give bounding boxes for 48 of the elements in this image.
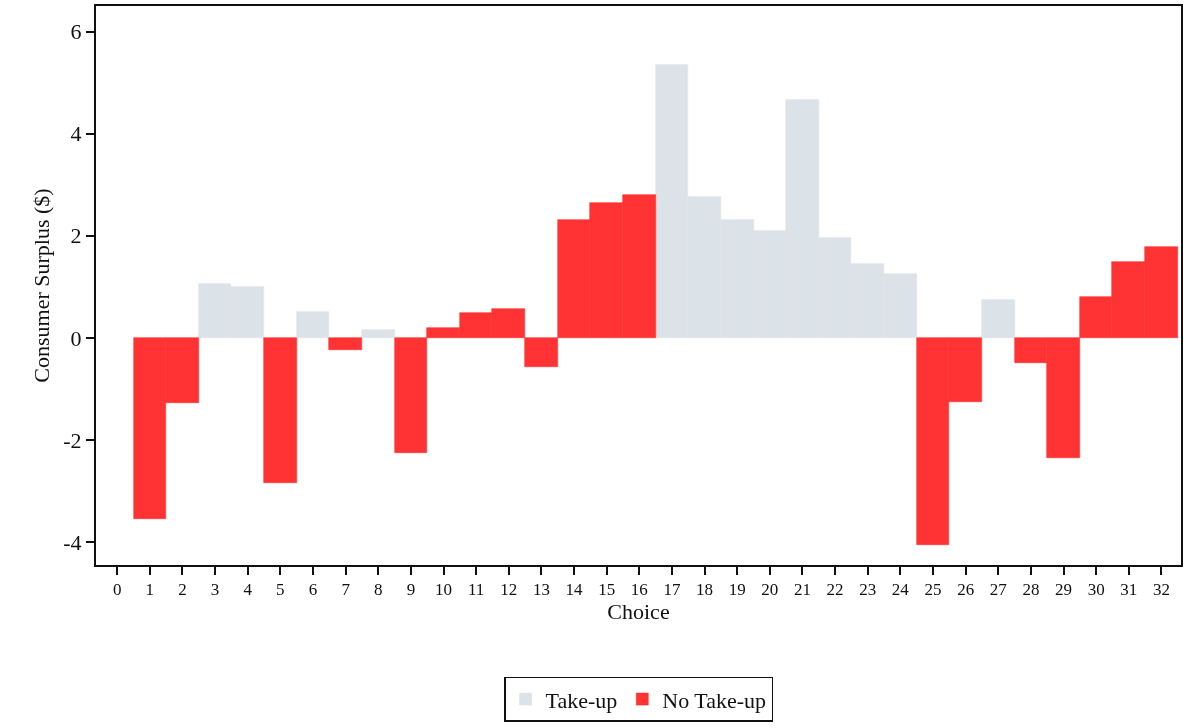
x-tick-label: 13 xyxy=(532,580,550,600)
x-tick-label: 3 xyxy=(210,580,220,600)
x-tick-label: 9 xyxy=(406,580,416,600)
x-tick-label: 26 xyxy=(957,580,975,600)
y-tick-label: -4 xyxy=(63,529,82,555)
x-tick-label: 0 xyxy=(112,580,122,600)
x-tick-label: 28 xyxy=(1022,580,1040,600)
x-tick-label: 12 xyxy=(500,580,518,600)
x-tick-label: 22 xyxy=(826,580,844,600)
x-tick-label: 32 xyxy=(1152,580,1170,600)
x-tick-label: 4 xyxy=(243,580,253,600)
x-tick-label: 15 xyxy=(598,580,616,600)
bar xyxy=(263,337,297,483)
y-tick-label: 4 xyxy=(70,121,82,147)
x-tick-label: 30 xyxy=(1087,580,1105,600)
x-tick-label: 24 xyxy=(891,580,910,600)
y-tick-label: 6 xyxy=(70,19,82,45)
x-tick-label: 20 xyxy=(761,580,779,600)
y-tick-label: 0 xyxy=(70,325,82,351)
y-axis-title: Consumer Surplus ($) xyxy=(28,188,54,383)
x-tick-label: 18 xyxy=(696,580,714,600)
x-tick-label: 14 xyxy=(565,580,584,600)
x-tick-label: 11 xyxy=(467,580,485,600)
x-tick-label: 31 xyxy=(1120,580,1138,600)
x-tick-label: 10 xyxy=(435,580,453,600)
x-tick-label: 7 xyxy=(341,580,351,600)
x-tick-label: 29 xyxy=(1055,580,1073,600)
x-axis-title: Choice xyxy=(607,599,670,625)
bar xyxy=(361,329,395,338)
x-tick-label: 1 xyxy=(145,580,155,600)
bar xyxy=(328,337,362,350)
x-tick-label: 17 xyxy=(663,580,681,600)
bar xyxy=(296,311,329,338)
x-tick-label: 6 xyxy=(308,580,318,600)
x-tick-label: 19 xyxy=(728,580,746,600)
x-tick-label: 27 xyxy=(989,580,1008,600)
x-tick-label: 2 xyxy=(178,580,187,600)
legend-label: Take-up xyxy=(545,687,618,713)
y-tick-label: -2 xyxy=(63,427,82,453)
x-tick-label: 25 xyxy=(924,580,942,600)
y-tick-label: 2 xyxy=(70,223,82,249)
x-tick-label: 5 xyxy=(276,580,285,600)
x-tick-label: 21 xyxy=(793,580,811,600)
legend-label: No Take-up xyxy=(662,687,767,713)
x-tick-label: 16 xyxy=(630,580,648,600)
bar xyxy=(981,299,1015,338)
x-tick-label: 8 xyxy=(374,580,383,600)
x-tick-label: 23 xyxy=(859,580,877,600)
